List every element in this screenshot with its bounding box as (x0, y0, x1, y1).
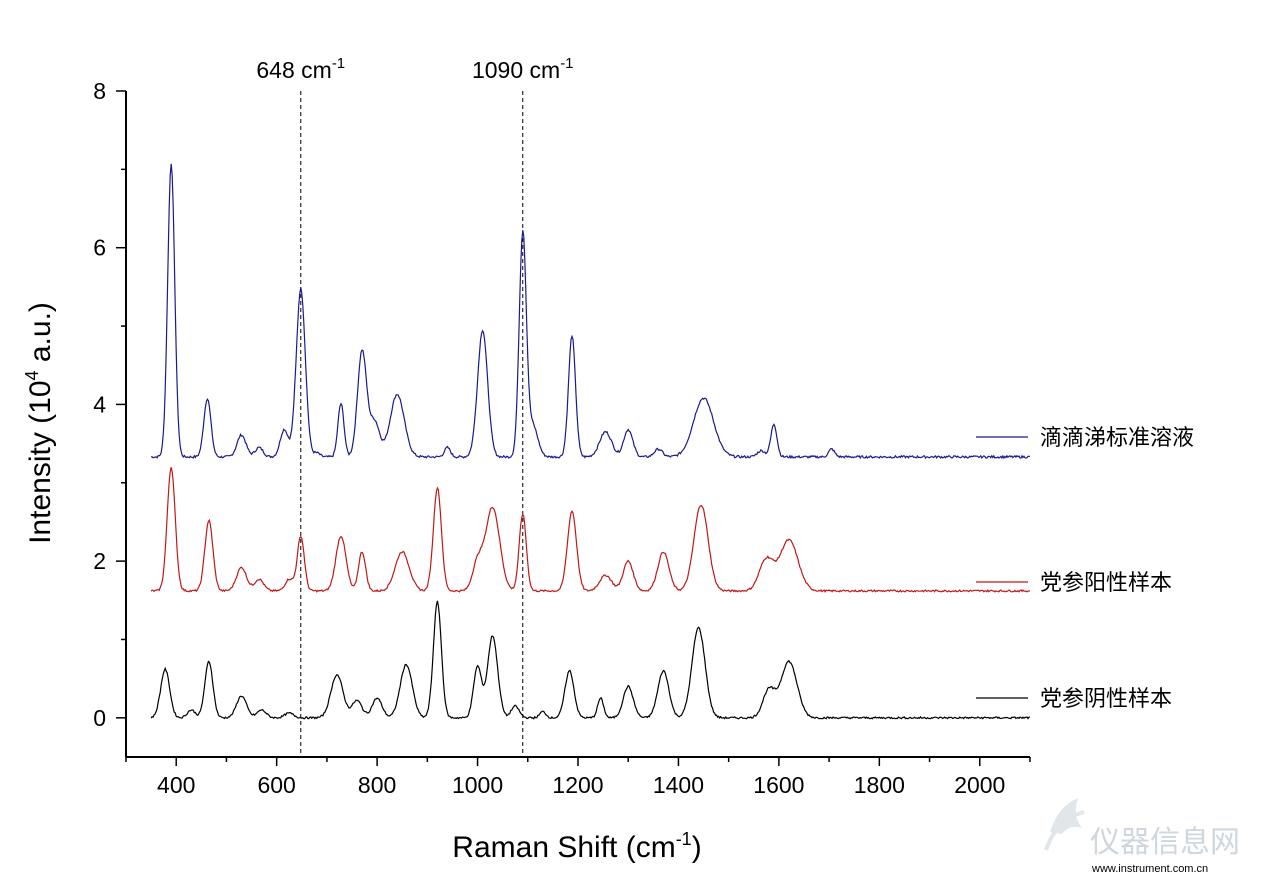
legend-label-2: 党参阴性样本 (1040, 687, 1172, 712)
x-axis-title-tail: ) (692, 831, 702, 864)
y-tick-label: 2 (93, 548, 106, 574)
y-axis-title-sup: 4 (22, 370, 42, 380)
series-line-1 (150, 467, 1031, 594)
y-tick-label: 0 (93, 705, 106, 731)
series-line-2 (150, 600, 1031, 720)
watermark-subtext: www.instrument.com.cn (1091, 863, 1208, 875)
annotation-label-main: 648 cm (256, 57, 331, 83)
legend-label-0: 滴滴涕标准溶液 (1040, 426, 1194, 451)
y-tick-label: 8 (93, 78, 106, 104)
spectrum-series (150, 163, 1031, 720)
x-tick-label: 1200 (552, 772, 603, 798)
x-tick-label: 2000 (954, 772, 1005, 798)
y-tick-label: 4 (93, 391, 106, 417)
x-tick-label: 600 (257, 772, 295, 798)
y-axis-ticks: 0 2 4 6 8 (93, 78, 126, 731)
x-axis-title-sup: -1 (676, 829, 692, 849)
x-axis-ticks: 400 600 800 1000 1200 1400 1600 1800 2000 (125, 757, 1031, 798)
watermark-text: 仪器信息网 (1090, 825, 1240, 860)
watermark: 仪器信息网 www.instrument.com.cn (1044, 798, 1240, 875)
x-tick-label: 1400 (653, 772, 704, 798)
legend-label-1: 党参阳性样本 (1040, 571, 1172, 596)
y-axis-title-main: Intensity (10 (24, 380, 57, 543)
annotation-label: 1090 cm-1 (472, 55, 574, 83)
annotation-lines: 648 cm-1 1090 cm-1 (256, 55, 574, 757)
annotation-label: 648 cm-1 (256, 55, 345, 83)
x-tick-label: 800 (358, 772, 396, 798)
watermark-logo-icon (1044, 798, 1085, 851)
x-tick-label: 1600 (753, 772, 804, 798)
annotation-label-main: 1090 cm (472, 57, 560, 83)
x-tick-label: 400 (157, 772, 195, 798)
y-axis-title: Intensity (104 a.u.) (22, 302, 57, 544)
x-axis-title: Raman Shift (cm-1) (452, 829, 701, 864)
series-line-0 (151, 163, 1031, 460)
annotation-label-sup: -1 (332, 55, 345, 72)
x-tick-label: 1800 (854, 772, 905, 798)
y-axis-title-tail: a.u.) (24, 302, 57, 370)
y-tick-label: 6 (93, 235, 106, 261)
x-tick-label: 1000 (452, 772, 503, 798)
annotation-label-sup: -1 (560, 55, 573, 72)
x-axis-title-main: Raman Shift (cm (452, 831, 675, 864)
